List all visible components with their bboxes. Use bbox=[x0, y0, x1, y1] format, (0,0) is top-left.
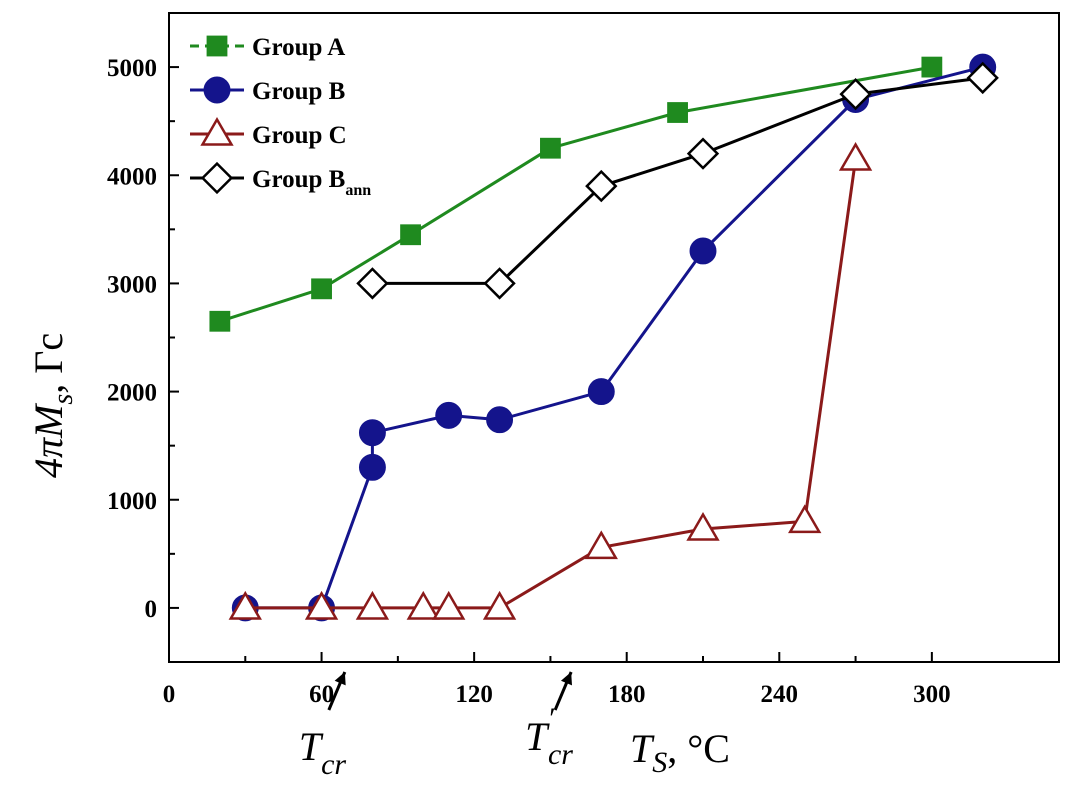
annotation-label-main: T bbox=[525, 714, 550, 759]
data-point-triangle bbox=[584, 530, 618, 560]
series-line bbox=[372, 76, 983, 285]
data-point-square bbox=[311, 278, 332, 300]
data-point-triangle bbox=[228, 590, 262, 620]
legend-label: Group Bann bbox=[252, 166, 371, 199]
data-point-triangle bbox=[482, 590, 517, 620]
data-point-triangle bbox=[788, 504, 822, 534]
x-axis-title-unit: , °C bbox=[667, 726, 730, 771]
y-tick-label: 3000 bbox=[107, 271, 157, 298]
y-axis-title: 4πMs, Гс bbox=[26, 333, 79, 478]
series-1 bbox=[209, 56, 943, 332]
legend-label: Group C bbox=[252, 122, 347, 149]
data-point-square bbox=[540, 137, 561, 159]
y-tick-label: 5000 bbox=[107, 55, 157, 82]
annotation-label-prime: ′ bbox=[547, 702, 554, 735]
data-point-triangle bbox=[200, 116, 234, 146]
data-point-circle bbox=[587, 378, 615, 406]
legend-item: Group B bbox=[190, 76, 345, 105]
data-point-diamond bbox=[839, 77, 872, 111]
data-point-square bbox=[209, 310, 231, 332]
legend-label-main: Group B bbox=[252, 166, 345, 193]
data-point-triangle bbox=[406, 590, 440, 620]
annotation-label-main: T bbox=[299, 724, 324, 769]
data-point-diamond bbox=[200, 161, 234, 195]
data-point-square bbox=[400, 224, 421, 246]
series-layer bbox=[209, 53, 999, 622]
x-tick-label: 180 bbox=[608, 681, 646, 708]
y-tick-label: 0 bbox=[145, 596, 158, 623]
data-point-triangle bbox=[838, 142, 873, 171]
data-point-square bbox=[921, 56, 943, 78]
annotation-label: T′ cr bbox=[525, 702, 573, 771]
data-point-diamond bbox=[483, 267, 516, 300]
data-point-circle bbox=[358, 419, 386, 447]
x-axis-title: TS, °C bbox=[630, 726, 730, 779]
y-axis-title-sub: s bbox=[48, 394, 79, 405]
y-tick-label: 2000 bbox=[107, 380, 157, 407]
annotation-label-sub: cr bbox=[321, 748, 346, 781]
annotation-arrowhead bbox=[560, 672, 573, 686]
y-tick-label: 4000 bbox=[107, 163, 157, 190]
data-point-circle bbox=[203, 76, 231, 104]
legend-label: Group B bbox=[252, 78, 345, 105]
data-point-triangle bbox=[686, 511, 720, 541]
data-point-circle bbox=[689, 237, 717, 265]
y-axis-title-unit: , Гс bbox=[26, 333, 71, 394]
legend-item: Group C bbox=[190, 116, 347, 149]
data-point-triangle bbox=[432, 590, 466, 620]
data-point-square bbox=[206, 35, 228, 57]
data-point-circle bbox=[435, 401, 463, 429]
legend-item: Group Bann bbox=[190, 161, 371, 199]
series-4 bbox=[356, 61, 999, 300]
legend-label-main: Group B bbox=[252, 78, 345, 105]
data-point-triangle bbox=[304, 590, 339, 620]
annotation-arrowhead bbox=[334, 672, 346, 686]
data-point-triangle bbox=[355, 590, 390, 620]
x-axis-title-main: T bbox=[630, 726, 655, 771]
annotation-label: Tcr bbox=[299, 724, 347, 781]
y-tick-label: 1000 bbox=[107, 488, 157, 515]
legend-item: Group A bbox=[190, 34, 345, 61]
data-point-square bbox=[667, 102, 688, 123]
x-tick-label: 300 bbox=[913, 681, 951, 708]
data-point-diamond bbox=[585, 169, 618, 203]
annotation-tcr-1: Tcr bbox=[299, 671, 347, 781]
series-line bbox=[219, 65, 933, 323]
legend-label-sub: ann bbox=[345, 182, 371, 199]
annotation-label-sub: cr bbox=[548, 738, 573, 771]
x-tick-label: 60 bbox=[309, 681, 334, 708]
x-axis-title-sub: S bbox=[652, 746, 667, 779]
data-point-circle bbox=[358, 453, 386, 481]
data-point-circle bbox=[486, 406, 514, 434]
x-tick-label: 240 bbox=[761, 681, 799, 708]
legend-label-main: Group A bbox=[252, 34, 345, 61]
series-line bbox=[245, 65, 984, 610]
legend-label: Group A bbox=[252, 34, 345, 61]
data-point-diamond bbox=[686, 137, 720, 170]
data-point-diamond bbox=[966, 61, 999, 95]
x-tick-label: 120 bbox=[455, 681, 493, 708]
series-line bbox=[245, 158, 858, 610]
data-point-diamond bbox=[356, 267, 389, 300]
annotation-tcr-2: T′ cr bbox=[525, 671, 573, 771]
y-axis-title-main: 4πM bbox=[26, 402, 71, 478]
legend-label-main: Group C bbox=[252, 122, 347, 149]
series-3 bbox=[228, 142, 873, 620]
x-tick-label: 0 bbox=[163, 681, 176, 708]
